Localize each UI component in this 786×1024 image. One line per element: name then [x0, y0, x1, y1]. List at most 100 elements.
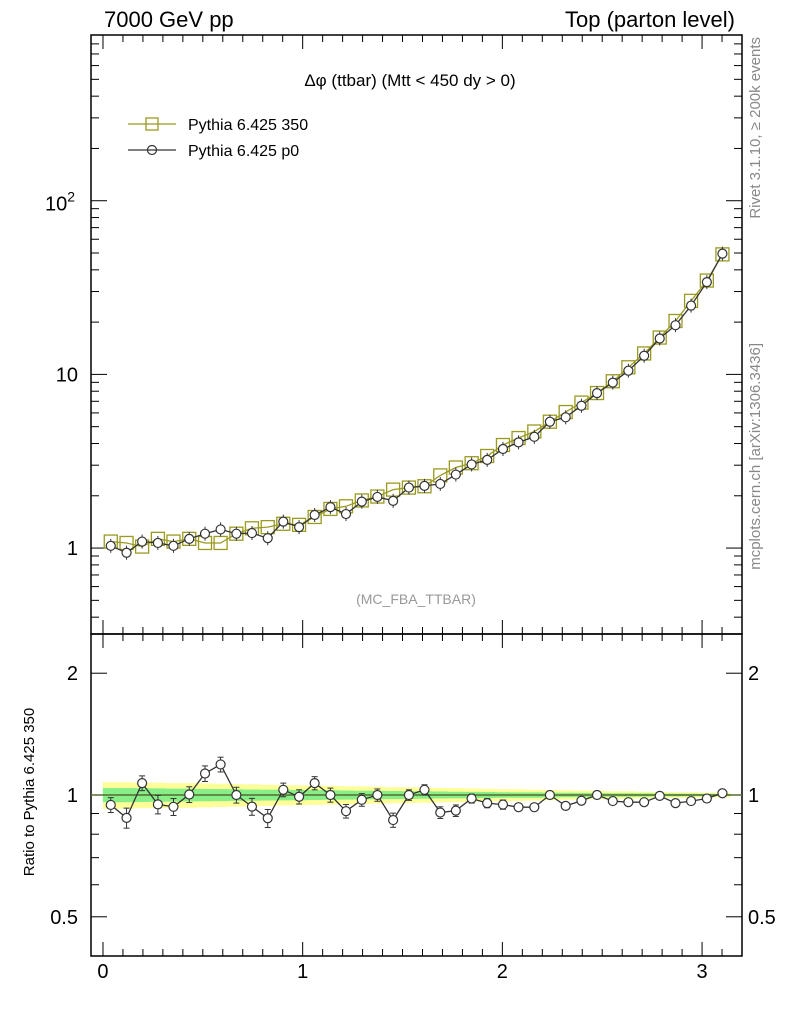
- ratio-point: [278, 784, 289, 795]
- legend-marker-square: [145, 117, 159, 131]
- series-point-mc: [278, 516, 289, 527]
- series-point-mc: [152, 537, 163, 549]
- ratio-point: [184, 789, 195, 800]
- series-point-mc: [372, 491, 383, 503]
- ratio-point: [105, 799, 116, 811]
- header-right: Top (parton level): [565, 7, 735, 32]
- ratio-point: [372, 789, 383, 801]
- ratio-point: [325, 789, 336, 801]
- series-point-mc: [419, 480, 430, 491]
- ratio-point: [701, 793, 712, 804]
- series-point-mc: [497, 443, 509, 455]
- ratio-point: [356, 794, 367, 805]
- ratio-point: [450, 805, 461, 816]
- ratio-point: [262, 813, 273, 824]
- ratio-y-axis-label: Ratio to Pythia 6.425 350: [21, 708, 38, 876]
- series-point-mc: [325, 502, 336, 513]
- ratio-panel: 0 1 2 3 0.5 0.5 1 1 2 2: [50, 35, 776, 983]
- series-point-mc: [466, 459, 477, 470]
- ratio-point: [607, 795, 618, 807]
- ratio-point: [466, 793, 477, 804]
- ratio-point: [168, 801, 179, 812]
- series-point-mc: [105, 540, 116, 551]
- series-point-mc: [513, 437, 524, 448]
- analysis-watermark: (MC_FBA_TTBAR): [356, 591, 476, 607]
- series-point-mc: [231, 528, 242, 539]
- series-point-mc: [560, 412, 571, 423]
- main-panel: 1 10 102: [45, 34, 743, 956]
- y-tick-label-right: 2: [748, 663, 759, 685]
- series-point-mc: [246, 527, 258, 539]
- series-point-mc: [670, 320, 681, 331]
- legend-label-mc: Pythia 6.425 p0: [188, 143, 299, 160]
- header-left: 7000 GeV pp: [104, 7, 234, 32]
- ratio-point: [340, 806, 352, 817]
- series-line-ref: [110, 254, 723, 548]
- series-point-mc: [576, 400, 587, 411]
- series-point-mc: [591, 388, 603, 399]
- series-point-mc: [529, 431, 540, 442]
- ratio-point: [293, 791, 305, 802]
- y-tick-label: 1: [67, 785, 78, 807]
- series-point-mc: [199, 528, 211, 539]
- ratio-point: [309, 778, 320, 789]
- ratio-point: [529, 802, 540, 813]
- ratio-point: [513, 802, 524, 813]
- ratio-line-mc: [110, 763, 723, 822]
- ratio-point: [137, 778, 148, 789]
- ratio-point: [121, 812, 132, 823]
- y-tick-label: 10: [56, 364, 78, 386]
- series-point-mc: [403, 482, 415, 493]
- series-point-mc: [168, 540, 179, 551]
- ratio-point: [497, 799, 509, 810]
- series-point-mc: [340, 508, 352, 520]
- series-point-mc: [544, 416, 555, 427]
- ratio-point: [685, 795, 697, 807]
- ratio-point: [717, 788, 728, 799]
- plot-title: Δφ (ttbar) (Mtt < 450 dy > 0): [304, 71, 515, 90]
- series-point-mc: [121, 547, 132, 558]
- ratio-point: [544, 789, 555, 801]
- series-point-mc: [685, 300, 697, 311]
- ratio-point: [231, 789, 242, 801]
- ratio-point: [419, 784, 430, 795]
- ratio-point: [670, 797, 681, 809]
- x-tick-label: 0: [97, 961, 108, 983]
- x-tick-label: 2: [497, 961, 508, 983]
- ratio-point: [199, 768, 211, 779]
- series-point-mc: [701, 276, 712, 288]
- series-point-mc: [717, 248, 728, 259]
- legend-marker-circle: [146, 144, 158, 156]
- series-point-mc: [639, 350, 650, 361]
- y-tick-label: 1: [67, 538, 78, 560]
- series-point-mc: [137, 536, 148, 547]
- side-label-mcplots: mcplots.cern.ch [arXiv:1306.3436]: [747, 343, 764, 570]
- y-tick-label: 102: [45, 189, 75, 216]
- ratio-point: [576, 795, 587, 806]
- ratio-point: [152, 799, 163, 810]
- ratio-point: [388, 814, 399, 826]
- series-point-mc: [482, 454, 493, 465]
- ratio-point: [435, 807, 446, 818]
- legend-label-ref: Pythia 6.425 350: [188, 117, 308, 134]
- x-tick-label: 3: [696, 961, 707, 983]
- series-point-mc: [309, 509, 320, 521]
- side-label-rivet: Rivet 3.1.10, ≥ 200k events: [747, 37, 764, 219]
- series-point-mc: [607, 377, 618, 388]
- series-point-mc: [262, 533, 273, 544]
- ratio-point: [403, 789, 415, 801]
- series-line-mc: [110, 253, 723, 554]
- y-tick-label: 0.5: [50, 907, 78, 929]
- series-point-mc: [293, 522, 305, 533]
- series-point-mc: [654, 333, 665, 344]
- ratio-point: [623, 797, 634, 808]
- series-point-mc: [356, 496, 367, 507]
- legend: Pythia 6.425 350 Pythia 6.425 p0: [128, 117, 308, 160]
- x-tick-label: 1: [297, 961, 308, 983]
- series-point-mc: [435, 478, 446, 490]
- ratio-point: [246, 801, 258, 812]
- series-point-mc: [450, 469, 461, 480]
- series-point-mc: [184, 533, 195, 544]
- series-point-mc: [623, 365, 634, 376]
